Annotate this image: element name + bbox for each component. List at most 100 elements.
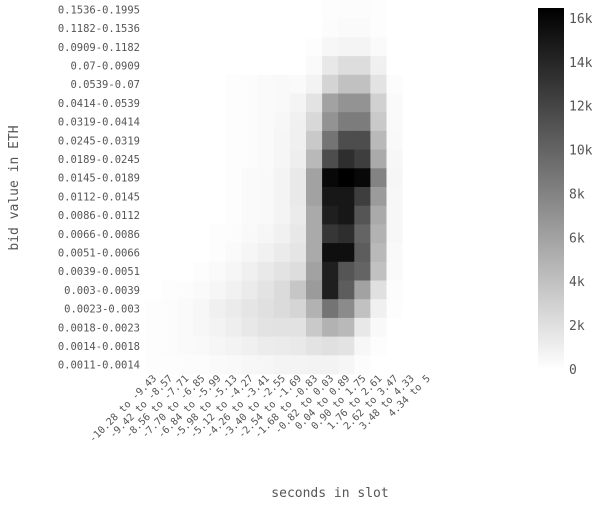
heatmap-cell	[418, 355, 436, 375]
heatmap-cell	[225, 149, 242, 169]
heatmap-cell	[354, 205, 371, 225]
heatmap-cell	[418, 243, 436, 263]
heatmap-cell	[354, 130, 371, 150]
heatmap-cell	[241, 205, 259, 225]
heatmap-cell	[418, 317, 436, 337]
heatmap-cell	[289, 37, 307, 57]
heatmap-cell	[354, 299, 371, 319]
heatmap-cell	[225, 224, 242, 244]
heatmap-cell	[273, 187, 291, 207]
heatmap-cell	[257, 336, 275, 356]
heatmap-cell	[289, 130, 307, 150]
y-tick-label: 0.07-0.0909	[70, 60, 140, 72]
heatmap-cell	[225, 0, 242, 20]
heatmap-cell	[161, 317, 178, 337]
heatmap-cell	[145, 37, 162, 57]
heatmap-cell	[306, 205, 323, 225]
y-tick-label: 0.0018-0.0023	[58, 322, 140, 334]
heatmap-cell	[338, 0, 355, 20]
heatmap-cell	[257, 280, 275, 300]
heatmap-cells	[145, 0, 436, 375]
heatmap-cell	[257, 168, 275, 188]
heatmap-cell	[322, 130, 339, 150]
heatmap-cell	[289, 336, 307, 356]
heatmap-cell	[306, 224, 323, 244]
heatmap-cell	[241, 299, 259, 319]
heatmap-cell	[338, 299, 355, 319]
y-tick-label: 0.0023-0.003	[64, 304, 140, 316]
heatmap-cell	[386, 336, 403, 356]
heatmap-cell	[177, 205, 194, 225]
heatmap-cell	[402, 205, 420, 225]
heatmap-cell	[273, 299, 291, 319]
heatmap-cell	[161, 93, 178, 113]
heatmap-cell	[225, 261, 242, 281]
heatmap-cell	[145, 224, 162, 244]
heatmap-cell	[370, 317, 387, 337]
heatmap-cell	[161, 261, 178, 281]
heatmap-cell	[193, 355, 210, 375]
heatmap-cell	[322, 243, 339, 263]
heatmap-cell	[338, 317, 355, 337]
heatmap-cell	[209, 74, 226, 94]
heatmap-cell	[418, 336, 436, 356]
heatmap-cell	[306, 280, 323, 300]
heatmap-cell	[177, 0, 194, 20]
heatmap-cell	[322, 56, 339, 76]
heatmap-cell	[289, 112, 307, 132]
heatmap-cell	[370, 224, 387, 244]
heatmap-cell	[322, 37, 339, 57]
heatmap-cell	[145, 112, 162, 132]
heatmap-cell	[354, 112, 371, 132]
heatmap-cell	[273, 336, 291, 356]
heatmap-cell	[370, 93, 387, 113]
heatmap-cell	[402, 37, 420, 57]
heatmap-cell	[273, 56, 291, 76]
heatmap-cell	[418, 187, 436, 207]
heatmap-cell	[161, 243, 178, 263]
heatmap-cell	[257, 93, 275, 113]
heatmap-cell	[386, 130, 403, 150]
heatmap-cell	[418, 168, 436, 188]
heatmap-cell	[257, 18, 275, 38]
heatmap-cell	[370, 74, 387, 94]
heatmap-cell	[177, 336, 194, 356]
heatmap-cell	[322, 112, 339, 132]
heatmap-cell	[193, 280, 210, 300]
heatmap-cell	[370, 112, 387, 132]
heatmap-cell	[193, 18, 210, 38]
heatmap-cell	[145, 299, 162, 319]
heatmap-cell	[273, 261, 291, 281]
heatmap-cell	[161, 355, 178, 375]
heatmap-cell	[354, 317, 371, 337]
heatmap-cell	[145, 243, 162, 263]
heatmap-cell	[177, 224, 194, 244]
heatmap-cell	[338, 56, 355, 76]
heatmap-cell	[402, 261, 420, 281]
heatmap-cell	[273, 74, 291, 94]
heatmap-cell	[193, 37, 210, 57]
heatmap-cell	[386, 56, 403, 76]
colorbar-tick-label: 2k	[569, 319, 585, 334]
heatmap-cell	[177, 74, 194, 94]
heatmap-cell	[322, 0, 339, 20]
heatmap-cell	[225, 280, 242, 300]
heatmap-cell	[354, 93, 371, 113]
heatmap-cell	[273, 37, 291, 57]
heatmap-cell	[338, 74, 355, 94]
heatmap-cell	[145, 18, 162, 38]
y-tick-label: 0.1182-0.1536	[58, 23, 140, 35]
heatmap-cell	[273, 149, 291, 169]
heatmap-cell	[418, 280, 436, 300]
y-tick-label: 0.0909-0.1182	[58, 42, 140, 54]
heatmap-cell	[370, 37, 387, 57]
heatmap-cell	[306, 168, 323, 188]
heatmap-cell	[241, 37, 259, 57]
heatmap-cell	[241, 261, 259, 281]
heatmap-cell	[354, 336, 371, 356]
heatmap-cell	[209, 56, 226, 76]
heatmap-cell	[354, 280, 371, 300]
heatmap-cell	[289, 168, 307, 188]
heatmap-cell	[209, 130, 226, 150]
heatmap-cell	[289, 205, 307, 225]
